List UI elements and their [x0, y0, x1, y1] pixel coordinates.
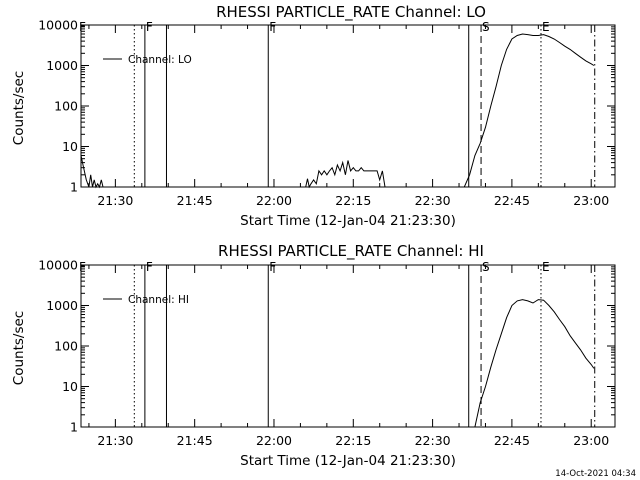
marker-label: F [269, 260, 276, 274]
legend-label: Channel: LO [128, 54, 192, 66]
plot-content-lo: 21:30 21:45 22:00 22:15 22:30 22:45 23:00 1 10 10… [38, 18, 616, 208]
chart-title-hi: RHESSI PARTICLE_RATE Channel: HI [218, 242, 484, 261]
y-tick-label: 1 [70, 420, 78, 435]
x-axis-label-lo: Start Time (12-Jan-04 21:23:30) [240, 213, 456, 229]
x-tick-label: 23:00 [573, 193, 609, 208]
y-tick-label: 1 [70, 180, 78, 195]
x-tick-label: 22:45 [494, 193, 530, 208]
plot-frame [80, 264, 616, 428]
marker-label: S [482, 20, 490, 34]
marker-label: E [542, 260, 550, 274]
marker-label: E [542, 20, 550, 34]
x-tick-label: 21:45 [177, 193, 213, 208]
series-line [80, 33, 595, 189]
marker-label: F [146, 20, 153, 34]
legend-label: Channel: HI [128, 294, 189, 306]
y-axis-label-hi: Counts/sec [11, 311, 27, 385]
marker-label: F [79, 20, 86, 34]
marker-label: F [269, 20, 276, 34]
marker-label: F [79, 260, 86, 274]
y-tick-label: 10 [62, 139, 78, 154]
series-line [474, 299, 595, 428]
plot-panel-hi: RHESSI PARTICLE_RATE Channel: HI Start T… [11, 242, 616, 469]
y-tick-label: 1000 [46, 58, 78, 73]
x-tick-label: 21:30 [97, 193, 133, 208]
x-tick-label: 22:15 [335, 193, 371, 208]
y-tick-label: 100 [54, 99, 78, 114]
x-tick-label: 21:30 [97, 433, 133, 448]
x-tick-label: 22:00 [256, 193, 292, 208]
y-tick-label: 10 [62, 379, 78, 394]
marker-label: S [482, 260, 490, 274]
y-axis-label-lo: Counts/sec [11, 71, 27, 145]
plot-panel-lo: RHESSI PARTICLE_RATE Channel: LO Start T… [11, 3, 616, 229]
y-tick-label: 1000 [46, 298, 78, 313]
y-tick-label: 10000 [38, 18, 78, 33]
x-tick-label: 21:45 [177, 433, 213, 448]
y-tick-label: 10000 [38, 258, 78, 273]
plot-content-hi: 21:30 21:45 22:00 22:15 22:30 22:45 23:00 1 10 10… [38, 258, 616, 448]
x-tick-label: 22:45 [494, 433, 530, 448]
y-tick-label: 100 [54, 339, 78, 354]
x-tick-label: 22:15 [335, 433, 371, 448]
marker-label: F [146, 260, 153, 274]
x-tick-label: 22:00 [256, 433, 292, 448]
x-tick-label: 22:30 [415, 193, 451, 208]
timestamp: 14-Oct-2021 04:34 [555, 469, 636, 479]
x-tick-label: 22:30 [415, 433, 451, 448]
x-axis-label-hi: Start Time (12-Jan-04 21:23:30) [240, 453, 456, 469]
x-tick-label: 23:00 [573, 433, 609, 448]
chart-title-lo: RHESSI PARTICLE_RATE Channel: LO [216, 3, 486, 22]
